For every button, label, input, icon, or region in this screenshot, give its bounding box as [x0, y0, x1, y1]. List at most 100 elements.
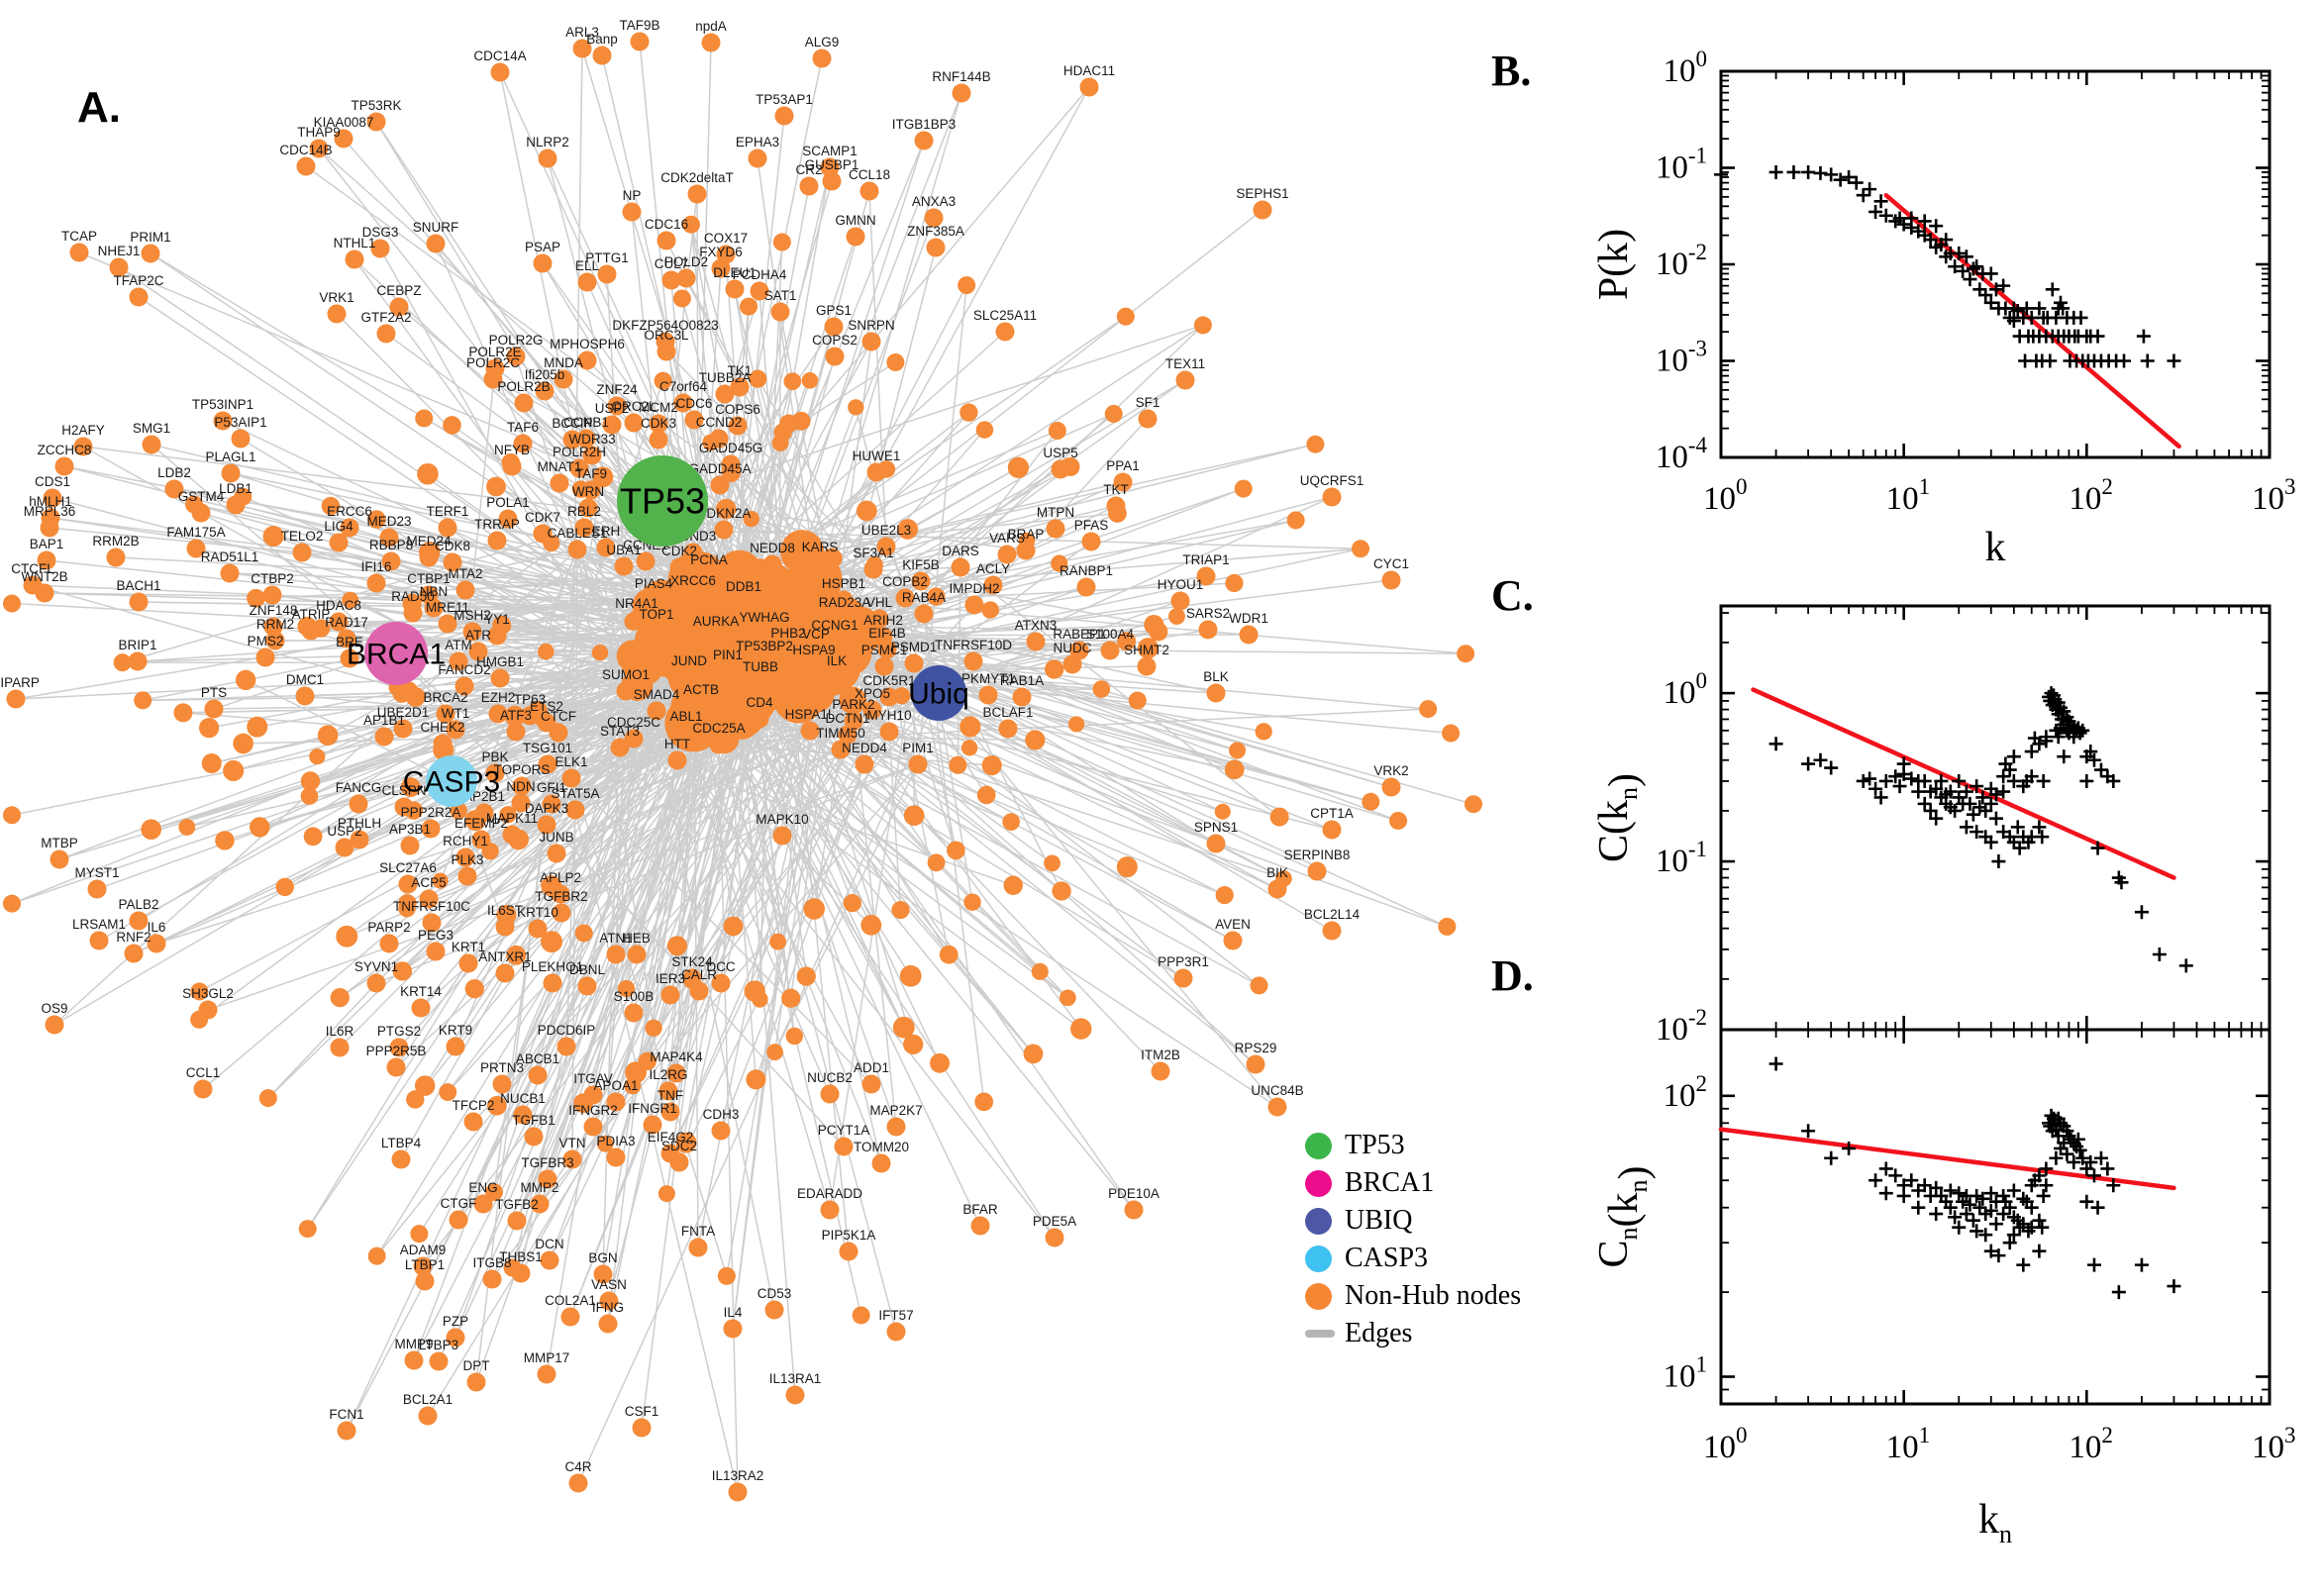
plus-marker [2090, 841, 2105, 855]
network-node [215, 831, 235, 850]
gene-label: RPS29 [1235, 1041, 1277, 1055]
legend-item-label: Non-Hub nodes [1345, 1280, 1522, 1311]
network-node [1076, 577, 1096, 597]
plus-marker [1943, 1200, 1958, 1215]
gene-label: CDKN2A [697, 506, 752, 521]
network-node [1206, 683, 1226, 703]
plus-marker [1952, 773, 1967, 788]
network-node [468, 642, 488, 661]
network-node [1389, 811, 1408, 830]
gene-label: JUND [671, 653, 707, 668]
gene-label: RRM2 [256, 617, 294, 632]
network-node [730, 377, 750, 397]
gene-label: LTBP3 [419, 1338, 458, 1352]
gene-label: VRK1 [319, 290, 354, 305]
legend-item-label: TP53 [1345, 1130, 1405, 1160]
network-node [1116, 856, 1138, 878]
plus-marker [2111, 1285, 2126, 1300]
network-node [391, 1149, 411, 1169]
network-node [247, 716, 268, 738]
plus-marker [2035, 830, 2050, 845]
gene-label: TELO2 [281, 529, 324, 544]
network-node [400, 836, 420, 855]
network-node [781, 988, 801, 1008]
network-node [930, 1052, 950, 1073]
network-node [474, 803, 494, 823]
gene-label: PDCD6IP [538, 1023, 596, 1038]
plus-marker [1975, 1191, 1990, 1206]
plus-marker [2093, 1150, 2108, 1165]
gene-label: PDE10A [1108, 1186, 1160, 1201]
data-points [1714, 164, 2181, 368]
gene-label: PKMYT1 [961, 671, 1015, 686]
network-node [924, 208, 944, 228]
gene-label: POLR2C [466, 355, 520, 370]
network-node [392, 961, 413, 981]
network-node [592, 466, 614, 488]
network-node [556, 1037, 576, 1056]
gene-label: GFI1 [537, 780, 566, 795]
gene-label: IFT57 [878, 1308, 913, 1323]
network-node [649, 414, 668, 434]
network-node [963, 651, 983, 671]
network-node [298, 1220, 317, 1239]
gene-label: ZNF385A [907, 224, 964, 239]
gene-label: TUBB2A [699, 370, 752, 385]
network-node [927, 853, 946, 872]
gene-label: UBA1 [606, 543, 641, 557]
network-node [675, 1132, 697, 1153]
gene-label: RNF144B [932, 69, 990, 84]
network-node [193, 1079, 213, 1099]
gene-label: LIG4 [324, 519, 354, 534]
network-node [859, 181, 879, 201]
gene-label: ERH [592, 524, 621, 539]
gene-label: PDIA3 [596, 1134, 635, 1148]
plus-marker [2067, 1154, 2081, 1169]
network-node [825, 347, 845, 366]
node-swatch-icon [1305, 1282, 1332, 1310]
gene-label: BACH1 [116, 578, 160, 593]
network-node [454, 676, 474, 696]
gene-label: NEDD4 [842, 741, 887, 755]
network-node [644, 590, 663, 610]
network-node [1031, 962, 1049, 980]
gene-label: hMLH1 [29, 494, 72, 509]
network-node [1419, 700, 1438, 719]
plus-marker [1824, 167, 1839, 182]
network-node [1322, 487, 1342, 507]
network-node [1092, 680, 1111, 698]
gene-label: MTPN [1037, 505, 1074, 520]
gene-label: PSAP [525, 240, 560, 254]
network-node [495, 963, 515, 983]
network-node [1193, 316, 1212, 335]
network-node [1137, 656, 1157, 676]
network-node [173, 703, 193, 723]
network-node [547, 844, 566, 863]
network-node [657, 1185, 675, 1203]
gene-label: TRIAP1 [1182, 552, 1229, 567]
network-node [661, 270, 681, 290]
gene-label: AP3B1 [389, 822, 431, 837]
gene-label: IFNG [592, 1300, 624, 1315]
plus-marker [1978, 803, 1993, 818]
gene-label: DPT [463, 1358, 490, 1373]
gene-label: BLK [1203, 669, 1229, 684]
network-node [487, 626, 507, 646]
network-node [647, 621, 666, 641]
network-node [622, 202, 642, 222]
network-node [820, 1084, 840, 1104]
gene-label: PTS [201, 685, 227, 700]
network-node [433, 734, 453, 753]
network-node [1070, 1018, 1092, 1040]
network-node [513, 434, 533, 453]
node-swatch-icon [1305, 1207, 1332, 1235]
network-node [213, 411, 233, 431]
network-node [672, 289, 691, 308]
gene-label: PCNA [690, 552, 728, 567]
gene-label: PRTN3 [480, 1060, 524, 1075]
gene-label: SF3A1 [853, 546, 893, 560]
gene-label: BIK [1266, 865, 1288, 880]
gene-label: CD53 [758, 1286, 792, 1301]
gene-label: LTBP4 [381, 1136, 422, 1150]
